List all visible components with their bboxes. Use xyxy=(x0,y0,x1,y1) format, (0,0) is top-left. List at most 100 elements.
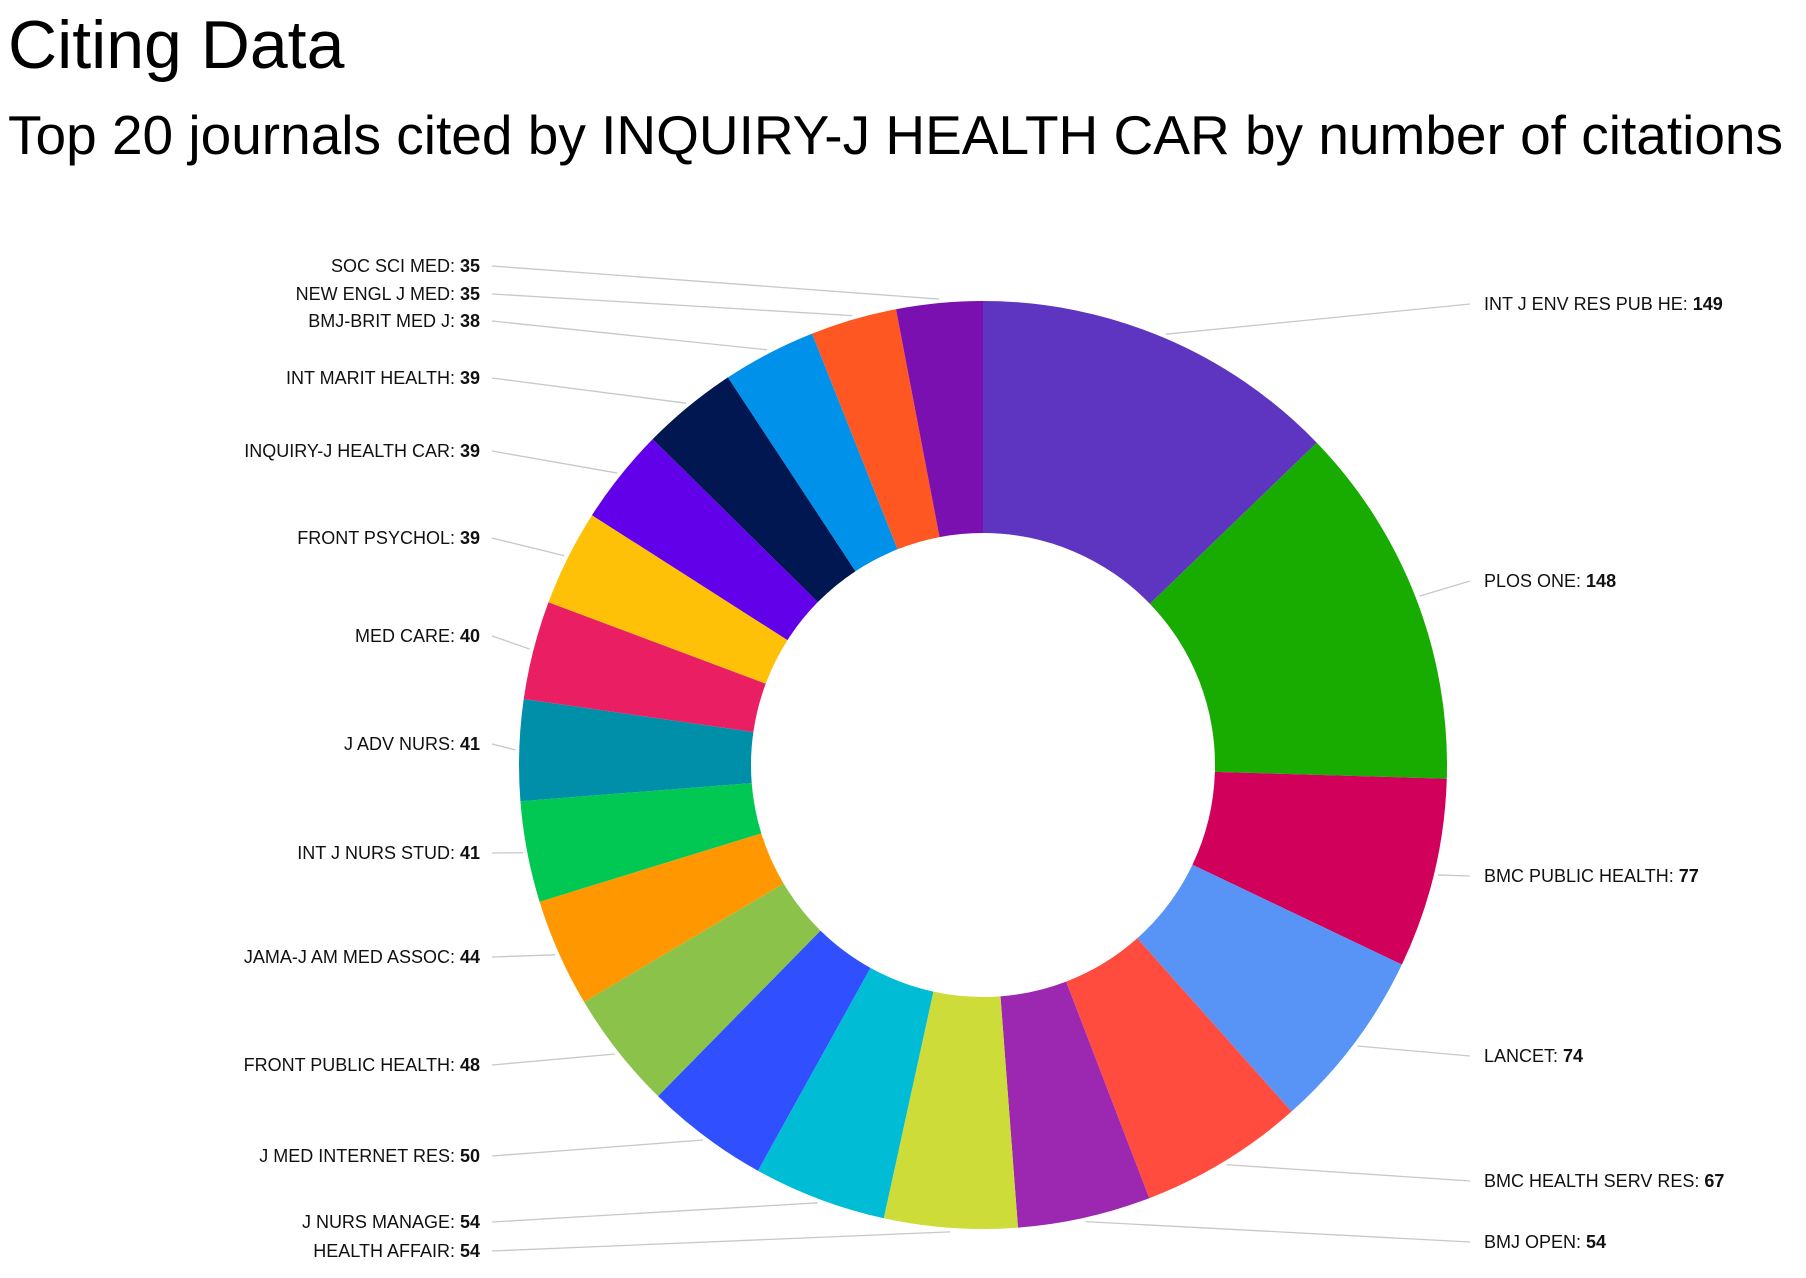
page-subtitle: Top 20 journals cited by INQUIRY-J HEALT… xyxy=(8,104,1784,166)
slice-j-med-internet-res xyxy=(658,930,871,1171)
slice-label-value: 48 xyxy=(460,1055,480,1075)
leader-line-front-psychol xyxy=(491,537,565,557)
slice-label-value: 38 xyxy=(460,311,480,331)
leader-line-bmj-brit-med-j xyxy=(491,320,768,351)
slice-label-name: LANCET: xyxy=(1484,1046,1563,1066)
slice-label-bmj-brit-med-j: BMJ-BRIT MED J: 38 xyxy=(308,311,480,331)
slice-int-j-nurs-stud xyxy=(520,783,762,902)
slice-label-bmj-open: BMJ OPEN: 54 xyxy=(1484,1232,1606,1252)
slice-label-int-marit-health: INT MARIT HEALTH: 39 xyxy=(286,368,480,388)
slice-label-name: JAMA-J AM MED ASSOC: xyxy=(244,947,460,967)
slice-label-j-adv-nurs: J ADV NURS: 41 xyxy=(344,734,480,754)
slice-label-name: BMJ OPEN: xyxy=(1484,1232,1586,1252)
slice-label-name: INT MARIT HEALTH: xyxy=(286,368,460,388)
slice-label-value: 39 xyxy=(460,368,480,388)
slice-jama-j-am-med-assoc xyxy=(539,833,784,1003)
leader-line-bmj-open xyxy=(1085,1220,1471,1243)
slice-bmj-open xyxy=(1000,981,1150,1228)
slice-label-lancet: LANCET: 74 xyxy=(1484,1046,1583,1066)
slice-label-j-med-internet-res: J MED INTERNET RES: 50 xyxy=(259,1146,480,1166)
slice-bmj-brit-med-j xyxy=(727,333,898,572)
leader-line-j-nurs-manage xyxy=(491,1202,818,1223)
leader-line-int-j-env-res-pub-he xyxy=(1165,303,1471,335)
slice-label-plos-one: PLOS ONE: 148 xyxy=(1484,571,1616,591)
slice-label-name: J NURS MANAGE: xyxy=(302,1212,460,1232)
slice-label-value: 50 xyxy=(460,1146,480,1166)
slice-label-value: 67 xyxy=(1704,1171,1724,1191)
slice-label-name: BMC PUBLIC HEALTH: xyxy=(1484,866,1679,886)
slice-label-name: FRONT PSYCHOL: xyxy=(297,528,460,548)
leader-line-jama-j-am-med-assoc xyxy=(491,954,556,958)
slice-label-name: INQUIRY-J HEALTH CAR: xyxy=(244,441,460,461)
leader-line-bmc-public-health xyxy=(1437,874,1471,877)
leader-line-lancet xyxy=(1357,1045,1471,1057)
slice-int-j-env-res-pub-he xyxy=(983,301,1317,604)
leader-line-inquiry-j-health-car xyxy=(491,450,618,474)
slice-label-soc-sci-med: SOC SCI MED: 35 xyxy=(331,256,480,276)
slice-label-name: PLOS ONE: xyxy=(1484,571,1586,591)
slice-label-value: 54 xyxy=(460,1241,480,1261)
slice-label-value: 41 xyxy=(460,843,480,863)
label-leader-lines xyxy=(491,265,1471,1252)
slice-med-care xyxy=(523,602,766,732)
slice-label-name: J MED INTERNET RES: xyxy=(259,1146,460,1166)
slice-label-name: BMC HEALTH SERV RES: xyxy=(1484,1171,1704,1191)
slice-label-value: 40 xyxy=(460,626,480,646)
slice-front-psychol xyxy=(548,515,788,684)
slice-label-value: 54 xyxy=(1586,1232,1606,1252)
donut-slices xyxy=(519,301,1448,1229)
slice-label-int-j-nurs-stud: INT J NURS STUD: 41 xyxy=(297,843,480,863)
slice-label-name: INT J NURS STUD: xyxy=(297,843,460,863)
slice-label-bmc-public-health: BMC PUBLIC HEALTH: 77 xyxy=(1484,866,1699,886)
slice-label-name: FRONT PUBLIC HEALTH: xyxy=(244,1055,460,1075)
slice-label-name: BMJ-BRIT MED J: xyxy=(308,311,460,331)
slice-new-engl-j-med xyxy=(812,309,940,550)
slice-label-health-affair: HEALTH AFFAIR: 54 xyxy=(313,1241,480,1261)
slice-label-value: 54 xyxy=(460,1212,480,1232)
slice-label-front-psychol: FRONT PSYCHOL: 39 xyxy=(297,528,480,548)
slice-label-name: SOC SCI MED: xyxy=(331,256,460,276)
slice-label-value: 39 xyxy=(460,528,480,548)
slice-label-value: 41 xyxy=(460,734,480,754)
slice-label-value: 44 xyxy=(460,947,480,967)
leader-line-med-care xyxy=(491,635,530,650)
slice-label-med-care: MED CARE: 40 xyxy=(355,626,480,646)
slice-health-affair xyxy=(883,991,1018,1229)
slice-label-value: 148 xyxy=(1586,571,1616,591)
slice-soc-sci-med xyxy=(896,301,983,538)
slice-j-adv-nurs xyxy=(519,698,754,802)
slice-label-value: 74 xyxy=(1563,1046,1583,1066)
leader-line-bmc-health-serv-res xyxy=(1226,1164,1471,1182)
slice-label-new-engl-j-med: NEW ENGL J MED: 35 xyxy=(296,284,480,304)
slice-label-value: 35 xyxy=(460,256,480,276)
leader-line-plos-one xyxy=(1419,580,1471,597)
leader-line-int-marit-health xyxy=(491,377,687,404)
leader-line-j-adv-nurs xyxy=(491,743,516,751)
leader-line-new-engl-j-med xyxy=(491,293,853,317)
slice-label-name: J ADV NURS: xyxy=(344,734,460,754)
slice-labels: INT J ENV RES PUB HE: 149 PLOS ONE: 148 BM… xyxy=(244,256,1725,1261)
slice-label-int-j-env-res-pub-he: INT J ENV RES PUB HE: 149 xyxy=(1484,294,1723,314)
slice-label-value: 39 xyxy=(460,441,480,461)
leader-line-soc-sci-med xyxy=(491,265,939,300)
page-title: Citing Data xyxy=(8,7,345,83)
slice-plos-one xyxy=(1149,442,1448,779)
slice-inquiry-j-health-car xyxy=(591,439,818,641)
slice-label-front-public-health: FRONT PUBLIC HEALTH: 48 xyxy=(244,1055,480,1075)
leader-line-health-affair xyxy=(491,1231,951,1252)
slice-label-name: INT J ENV RES PUB HE: xyxy=(1484,294,1693,314)
slice-label-value: 77 xyxy=(1679,866,1699,886)
slice-label-value: 149 xyxy=(1693,294,1723,314)
slice-label-name: MED CARE: xyxy=(355,626,460,646)
slice-label-inquiry-j-health-car: INQUIRY-J HEALTH CAR: 39 xyxy=(244,441,480,461)
slice-int-marit-health xyxy=(652,377,856,603)
leader-line-j-med-internet-res xyxy=(491,1139,704,1157)
slice-label-jama-j-am-med-assoc: JAMA-J AM MED ASSOC: 44 xyxy=(244,947,480,967)
slice-label-value: 35 xyxy=(460,284,480,304)
slice-front-public-health xyxy=(584,883,821,1097)
slice-label-name: NEW ENGL J MED: xyxy=(296,284,460,304)
slice-label-j-nurs-manage: J NURS MANAGE: 54 xyxy=(302,1212,480,1232)
slice-label-name: HEALTH AFFAIR: xyxy=(313,1241,460,1261)
slice-j-nurs-manage xyxy=(757,967,934,1219)
